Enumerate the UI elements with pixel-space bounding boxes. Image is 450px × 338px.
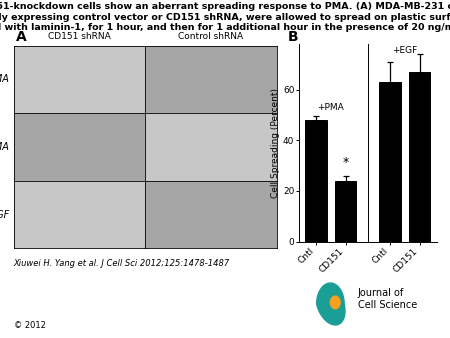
- Bar: [379, 82, 400, 242]
- Text: *: *: [342, 156, 349, 169]
- Bar: [335, 181, 356, 242]
- Circle shape: [330, 296, 340, 309]
- Bar: [409, 72, 430, 242]
- Text: stably expressing control vector or CD151 shRNA, were allowed to spread on plast: stably expressing control vector or CD15…: [0, 13, 450, 22]
- Text: +EGF: +EGF: [392, 47, 418, 55]
- Text: © 2012: © 2012: [14, 320, 45, 330]
- Text: PMA: PMA: [0, 142, 10, 152]
- Text: A: A: [16, 30, 27, 44]
- Polygon shape: [317, 283, 345, 325]
- Y-axis label: Cell Spreading (Percent): Cell Spreading (Percent): [271, 88, 280, 198]
- Text: B: B: [288, 30, 299, 44]
- Text: Journal of
Cell Science: Journal of Cell Science: [358, 288, 417, 310]
- Text: coated with laminin-1, for 1 hour, and then for 1 additional hour in the presenc: coated with laminin-1, for 1 hour, and t…: [0, 23, 450, 32]
- Text: EGF: EGF: [0, 210, 10, 220]
- Text: Control shRNA: Control shRNA: [178, 31, 243, 41]
- Text: Xiuwei H. Yang et al. J Cell Sci 2012;125:1478-1487: Xiuwei H. Yang et al. J Cell Sci 2012;12…: [14, 259, 230, 268]
- Text: CD151 shRNA: CD151 shRNA: [48, 31, 111, 41]
- Text: +PMA: +PMA: [318, 103, 344, 113]
- Bar: [306, 120, 327, 242]
- Text: CD151-knockdown cells show an aberrant spreading response to PMA. (A) MDA-MB-231: CD151-knockdown cells show an aberrant s…: [0, 2, 450, 11]
- Text: PMA: PMA: [0, 74, 10, 84]
